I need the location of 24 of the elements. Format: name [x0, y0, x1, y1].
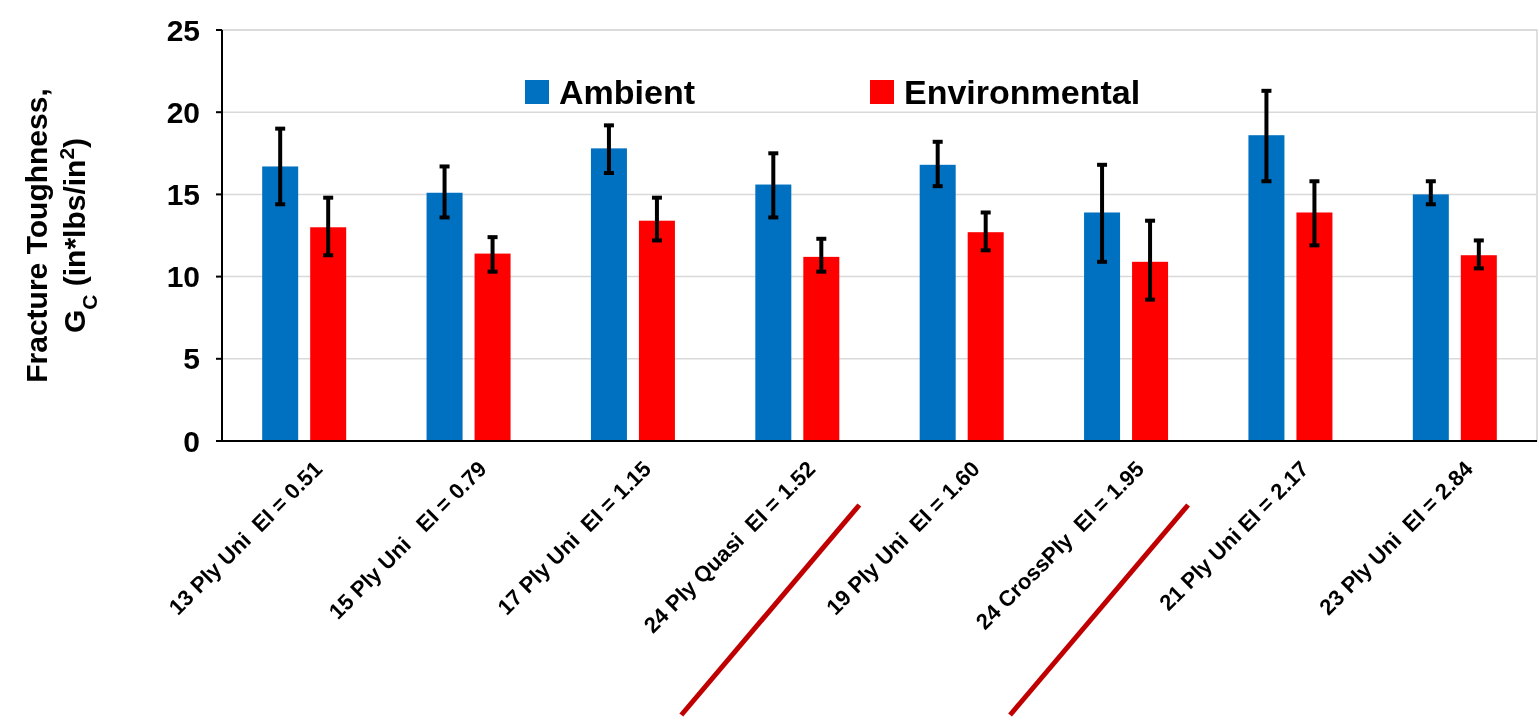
bar — [310, 227, 347, 441]
bar — [474, 253, 511, 441]
bar — [1084, 212, 1121, 441]
bar — [590, 148, 627, 441]
y-tick-label: 25 — [166, 13, 200, 47]
bar — [967, 232, 1004, 441]
legend-label: Environmental — [904, 72, 1141, 111]
bar — [1132, 261, 1169, 441]
bar — [638, 220, 675, 441]
y-tick-label: 5 — [183, 342, 200, 376]
bar — [1412, 194, 1449, 441]
y-tick-label: 20 — [166, 95, 200, 129]
bar — [803, 256, 840, 441]
bar — [262, 166, 299, 441]
bar — [426, 192, 463, 441]
bar — [919, 164, 956, 441]
y-tick-label: 15 — [166, 177, 200, 211]
bar — [1460, 255, 1497, 441]
legend-label: Ambient — [559, 72, 695, 111]
y-tick-label: 10 — [166, 260, 200, 294]
bar — [755, 184, 792, 441]
bar — [1296, 212, 1333, 441]
y-tick-label: 0 — [183, 424, 200, 458]
bar — [1248, 135, 1285, 441]
